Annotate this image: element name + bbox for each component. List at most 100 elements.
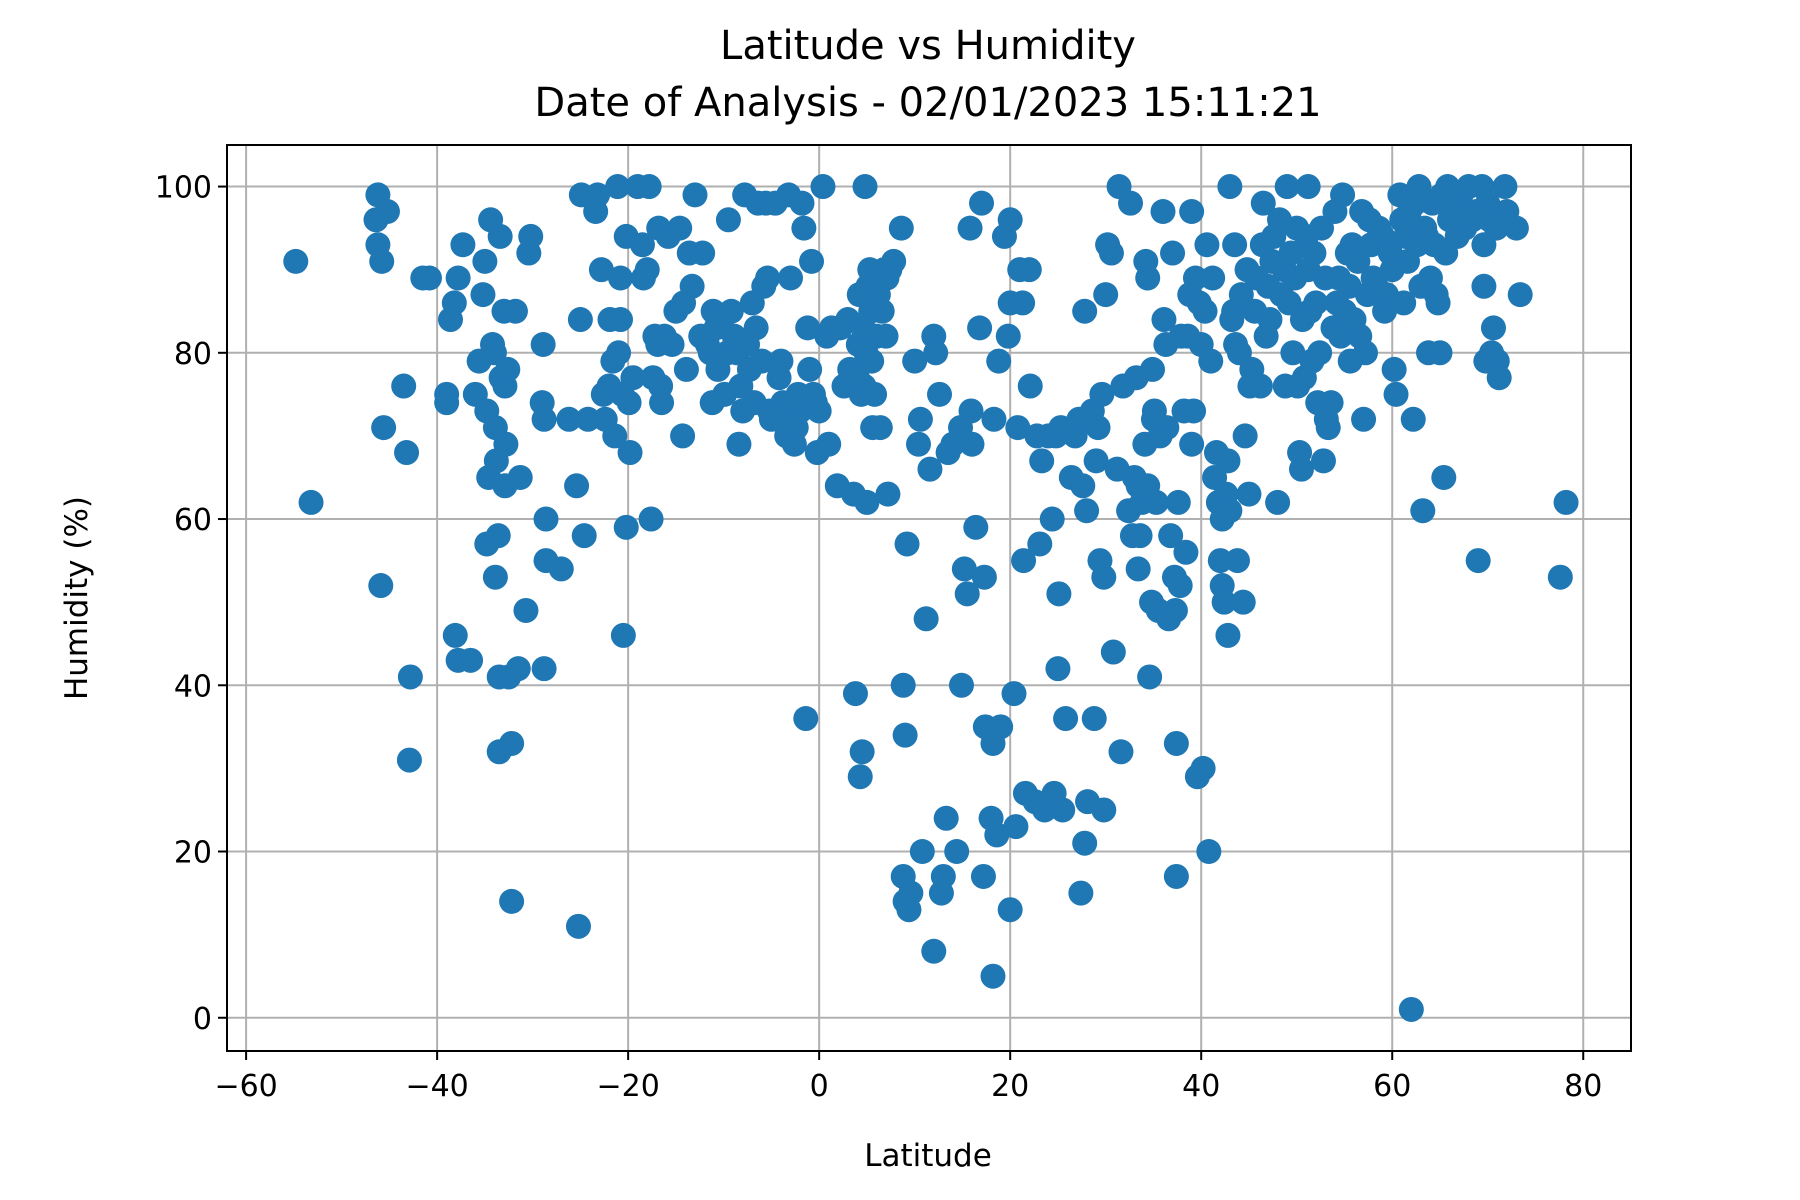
data-point [485, 523, 511, 549]
data-point [971, 564, 997, 590]
data-point [634, 257, 660, 283]
data-point [649, 390, 675, 416]
data-point [1029, 448, 1055, 474]
data-point [1179, 198, 1205, 224]
data-point [859, 348, 885, 374]
data-point [629, 232, 655, 258]
data-point [1093, 282, 1119, 308]
data-point [416, 265, 442, 291]
data-point [487, 223, 513, 249]
data-point [1345, 248, 1371, 274]
data-point [1053, 706, 1079, 732]
data-point [1050, 797, 1076, 823]
data-point [894, 531, 920, 557]
data-point [565, 913, 591, 939]
data-point [1125, 556, 1151, 582]
data-point [958, 398, 984, 424]
data-point [930, 863, 956, 889]
data-point [888, 215, 914, 241]
data-point [1303, 290, 1329, 316]
data-point [445, 265, 471, 291]
data-point [1328, 323, 1354, 349]
data-point [1217, 498, 1243, 524]
data-point [1154, 415, 1180, 441]
data-point [1278, 240, 1304, 266]
data-point [1173, 539, 1199, 565]
data-point [1391, 290, 1417, 316]
data-point [1410, 498, 1436, 524]
data-point [441, 290, 467, 316]
data-point [1465, 548, 1491, 574]
data-point [1068, 880, 1094, 906]
y-tick-label: 80 [174, 337, 212, 372]
data-point [799, 248, 825, 274]
data-point [575, 406, 601, 432]
data-point [1003, 814, 1029, 840]
data-point [726, 431, 752, 457]
data-point [921, 938, 947, 964]
data-point [984, 822, 1010, 848]
data-point [951, 556, 977, 582]
data-point [907, 406, 933, 432]
data-point [749, 348, 775, 374]
data-point [944, 839, 970, 865]
y-axis-label: Humidity (%) [59, 496, 95, 700]
data-point [1507, 282, 1533, 308]
data-point [442, 622, 468, 648]
data-point [1072, 298, 1098, 324]
data-point [795, 315, 821, 341]
data-point [854, 489, 880, 515]
data-point [369, 248, 395, 274]
data-point [499, 730, 525, 756]
data-point [659, 331, 685, 357]
data-point [682, 182, 708, 208]
data-point [1406, 174, 1432, 200]
data-point [890, 672, 916, 698]
data-point [1143, 489, 1169, 515]
x-tick-label: 80 [1564, 1069, 1602, 1104]
data-point [1236, 481, 1262, 507]
chart-title-line-2: Date of Analysis - 02/01/2023 15:11:21 [534, 80, 1321, 126]
data-point [513, 597, 539, 623]
data-point [556, 406, 582, 432]
data-point [1274, 174, 1300, 200]
data-point [1257, 307, 1283, 333]
data-point [1425, 290, 1451, 316]
data-point [1315, 415, 1341, 441]
data-point [954, 581, 980, 607]
data-point [905, 431, 931, 457]
data-point [842, 681, 868, 707]
data-point [793, 706, 819, 732]
data-point [778, 265, 804, 291]
data-point [1182, 265, 1208, 291]
data-point [368, 573, 394, 599]
data-point [988, 714, 1014, 740]
data-point [948, 672, 974, 698]
data-point [909, 839, 935, 865]
data-point [816, 431, 842, 457]
data-point [1400, 406, 1426, 432]
axis-ticks: −60 −40 −20 0 20 40 60 80 0 20 40 60 80 100 [155, 171, 1603, 1104]
data-point [1427, 340, 1453, 366]
data-point [1194, 232, 1220, 258]
data-point [1139, 356, 1165, 382]
data-point [970, 863, 996, 889]
data-point [1196, 839, 1222, 865]
data-point [1330, 182, 1356, 208]
data-point [875, 481, 901, 507]
data-point [493, 431, 519, 457]
data-point [967, 315, 993, 341]
y-tick-label: 40 [174, 669, 212, 704]
data-point [997, 897, 1023, 923]
data-point [1118, 190, 1144, 216]
data-point [898, 880, 924, 906]
data-point [892, 722, 918, 748]
data-point [847, 764, 873, 790]
data-point [873, 323, 899, 349]
data-point [1151, 307, 1177, 333]
data-point [450, 232, 476, 258]
data-point [667, 215, 693, 241]
data-point [518, 223, 544, 249]
data-point [507, 464, 533, 490]
data-point [470, 282, 496, 308]
